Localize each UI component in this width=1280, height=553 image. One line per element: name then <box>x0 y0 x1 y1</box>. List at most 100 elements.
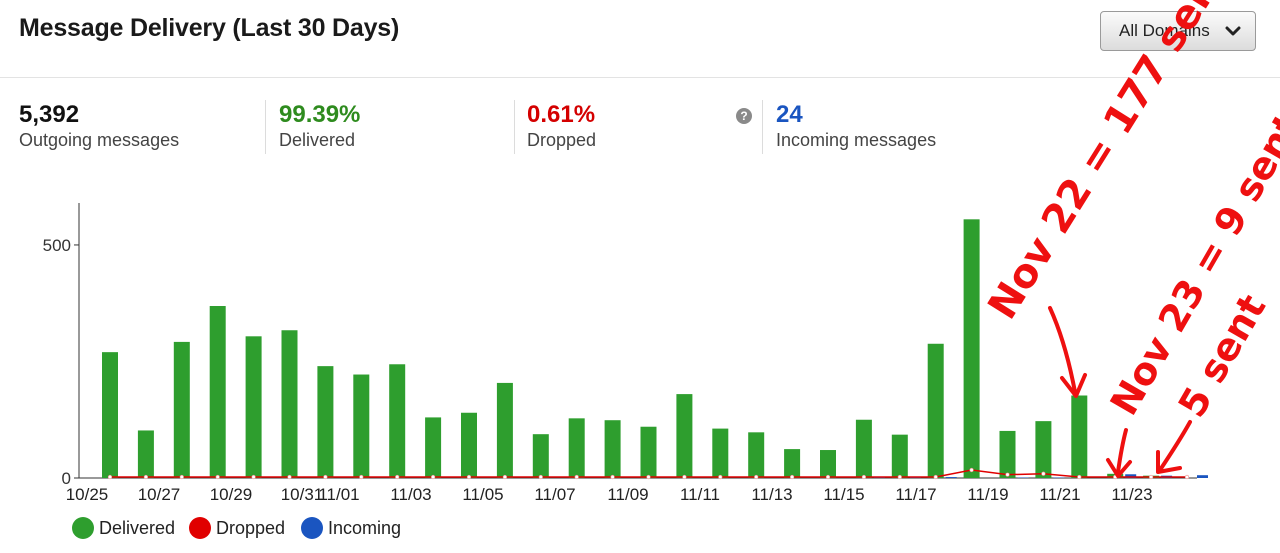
bar-delivered <box>1035 421 1052 478</box>
y-tick-label: 0 <box>62 469 71 488</box>
stat-incoming: 24 Incoming messages <box>776 100 936 156</box>
bar-delivered <box>461 412 477 478</box>
bar-delivered <box>784 449 801 478</box>
x-tick-label: 11/17 <box>895 485 936 504</box>
x-tick-label: 11/01 <box>318 485 359 504</box>
x-tick-label: 10/25 <box>66 485 109 504</box>
point-dropped <box>395 474 400 480</box>
x-tick-label: 10/31 <box>281 485 324 504</box>
bar-incoming <box>945 477 957 478</box>
legend-label-incoming: Incoming <box>328 518 402 538</box>
x-tick-label: 11/07 <box>534 485 575 504</box>
point-dropped <box>1184 474 1190 480</box>
stat-delivered-label: Delivered <box>279 130 356 150</box>
point-dropped <box>502 474 508 480</box>
point-dropped <box>323 474 328 480</box>
x-tick-label: 11/03 <box>390 485 431 504</box>
bar-delivered <box>281 330 298 478</box>
x-tick-label: 11/05 <box>462 485 503 504</box>
bar-delivered <box>496 382 513 478</box>
point-dropped <box>1005 472 1010 477</box>
legend-label-delivered: Delivered <box>99 518 176 538</box>
point-dropped <box>143 474 148 480</box>
stat-divider <box>762 100 763 154</box>
x-tick-label: 11/15 <box>823 485 864 504</box>
point-dropped <box>538 474 543 480</box>
domain-select-button[interactable]: All Domains <box>1100 11 1256 51</box>
bar-delivered <box>891 434 908 478</box>
domain-select-label: All Domains <box>1119 21 1210 40</box>
point-dropped <box>1113 474 1118 480</box>
point-dropped <box>107 474 113 480</box>
legend-swatch-incoming <box>301 517 323 539</box>
point-dropped <box>287 474 292 480</box>
bar-delivered <box>173 341 190 478</box>
stat-outgoing: 5,392 Outgoing messages <box>19 100 179 156</box>
legend-swatch-dropped <box>189 517 211 539</box>
point-dropped <box>897 474 902 480</box>
bar-delivered <box>532 434 549 478</box>
point-dropped <box>251 474 256 480</box>
point-dropped <box>574 474 579 480</box>
point-dropped <box>682 474 687 480</box>
bar-delivered <box>604 420 621 478</box>
bar-delivered <box>317 366 334 478</box>
bar-delivered <box>748 432 765 478</box>
stat-incoming-label: Incoming messages <box>776 130 937 150</box>
x-tick-label: 11/11 <box>680 485 720 504</box>
point-dropped <box>1148 474 1154 480</box>
legend-swatch-delivered <box>72 517 94 539</box>
bar-delivered <box>999 430 1016 478</box>
stat-dropped: 0.61% Dropped <box>527 100 596 156</box>
stat-dropped-value: 0.61% <box>527 101 596 128</box>
stat-divider <box>265 100 266 154</box>
bar-delivered <box>640 426 657 478</box>
x-tick-label: 11/21 <box>1039 485 1080 504</box>
point-dropped <box>861 474 867 480</box>
point-dropped <box>215 474 220 480</box>
bar-delivered <box>137 430 154 478</box>
bar-delivered <box>676 394 693 478</box>
bar-delivered <box>927 343 944 478</box>
point-dropped <box>646 474 651 480</box>
page-header: Message Delivery (Last 30 Days) All Doma… <box>0 0 1280 78</box>
point-dropped <box>1077 474 1082 480</box>
question-circle-icon[interactable]: ? <box>736 108 752 124</box>
bar-delivered <box>353 374 370 478</box>
x-tick-label: 11/19 <box>967 485 1008 504</box>
x-tick-label: 10/29 <box>210 485 253 504</box>
y-tick-label: 500 <box>43 236 71 255</box>
stat-outgoing-value: 5,392 <box>19 101 80 128</box>
bar-delivered <box>102 352 118 478</box>
point-dropped <box>431 474 436 480</box>
stat-incoming-value: 24 <box>776 101 803 128</box>
point-dropped <box>825 474 831 480</box>
stat-outgoing-label: Outgoing messages <box>19 130 180 150</box>
x-tick-label: 10/27 <box>138 485 181 504</box>
x-tick-label: 11/23 <box>1111 485 1152 504</box>
stat-divider <box>514 100 515 154</box>
chevron-down-icon <box>1225 26 1241 36</box>
bar-delivered <box>425 417 442 478</box>
bar-delivered <box>1071 395 1088 478</box>
bar-delivered <box>963 219 980 479</box>
point-dropped <box>718 474 723 480</box>
x-tick-label: 11/13 <box>751 485 792 504</box>
stat-delivered: 99.39% Delivered <box>279 100 360 156</box>
point-dropped <box>610 474 615 480</box>
bar-delivered <box>245 336 262 478</box>
point-dropped <box>789 474 795 480</box>
point-dropped <box>466 474 472 480</box>
x-tick-label: 11/09 <box>607 485 648 504</box>
bar-delivered <box>820 450 836 478</box>
point-dropped <box>754 474 759 480</box>
point-dropped <box>933 474 938 480</box>
legend-label-dropped: Dropped <box>216 518 286 538</box>
point-dropped <box>1041 471 1046 476</box>
bar-delivered <box>712 428 729 478</box>
bar-delivered <box>855 419 872 478</box>
bar-delivered <box>209 306 226 478</box>
point-dropped <box>969 467 974 473</box>
bar-incoming <box>1197 475 1208 478</box>
